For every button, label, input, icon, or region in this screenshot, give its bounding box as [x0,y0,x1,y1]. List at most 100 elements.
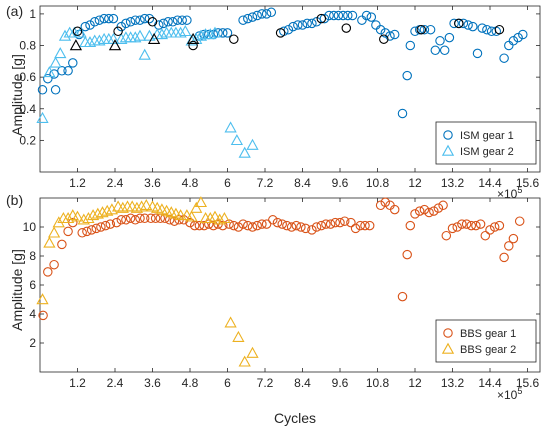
data-point [125,213,136,224]
panel-a-exponent-power: 5 [517,185,522,195]
data-point [518,29,528,40]
data-point [385,31,395,41]
data-point [257,9,267,19]
data-point [302,18,312,29]
panel-a-series-2 [36,24,259,158]
data-point [94,15,105,25]
data-point [38,310,48,321]
data-point [366,12,377,22]
data-point [130,15,141,25]
data-point [230,134,244,146]
legend-marker [441,144,455,156]
x-tick-label: 10.8 [366,376,390,390]
data-point [272,217,283,228]
legend-marker [443,130,453,140]
data-point [402,249,412,260]
data-point [104,13,114,24]
data-point [419,24,430,35]
data-point [424,207,434,218]
data-point [232,330,245,342]
panel-b-exponent-power: 5 [517,386,522,396]
x-tick-label: 13.2 [441,376,465,390]
x-tick-label: 12 [408,176,422,190]
data-point [199,220,209,231]
panel-b-y-axis-label: Amplitude [g] [9,249,25,331]
data-point [208,210,222,222]
data-point [129,31,142,43]
data-point [410,26,420,37]
data-point [321,219,331,229]
data-point [105,219,116,229]
data-point [91,223,102,234]
data-point [93,34,106,46]
data-point [472,48,483,59]
x-tick-label: 15.6 [516,176,540,190]
x-tick-label: 12 [408,376,422,390]
data-point [139,13,150,24]
data-point [504,241,514,251]
data-point [74,26,87,38]
data-point [246,138,259,150]
x-tick-label: 13.2 [441,176,465,190]
x-tick-label: 6 [224,176,231,190]
data-point [144,13,155,24]
data-point [288,21,298,32]
data-point [463,20,473,30]
x-tick-label: 4.8 [182,376,199,390]
x-tick-label: 6 [224,376,231,390]
panel-a: 1.2 2.4 3.6 4.8 6 7.2 8.4 9.6 10.8 12 13.2 14.4 15.6… [19,5,541,190]
data-point [218,211,231,224]
x-tick-label: 1.2 [69,176,86,190]
data-point [330,217,341,228]
data-point [135,15,145,25]
x-tick-label: 3.6 [144,176,161,190]
data-point [96,222,106,232]
data-point [86,225,97,235]
data-point [494,220,505,231]
data-point [115,32,128,44]
data-point [438,200,448,211]
data-point [389,204,400,215]
data-point [238,15,248,25]
data-point [179,24,192,37]
panel-a-y-axis-label: Amplitude [g] [9,54,25,136]
data-point [346,217,356,228]
data-point [138,48,151,60]
panel-b-series-1 [38,197,525,321]
data-point [410,209,420,219]
data-point [350,223,361,234]
data-point [130,201,144,213]
data-point [58,29,72,41]
data-point [54,47,67,59]
data-point [311,222,322,232]
data-point [514,216,525,226]
data-point [108,39,122,51]
data-point [449,18,459,29]
data-point [135,200,148,212]
data-point [433,203,444,213]
data-point [379,34,389,44]
data-point [182,15,192,25]
data-point [82,226,92,237]
data-point [375,24,386,35]
data-point [68,58,78,68]
data-point [174,26,187,38]
data-point [380,28,391,38]
legend-label: ISM gear 1 [460,130,514,142]
data-point [163,17,173,27]
data-point [275,28,286,38]
data-point [291,220,302,231]
data-point [57,239,67,250]
panel-a-exponent-label: ×105 [497,185,522,201]
panel-a-series-4 [69,32,200,51]
data-point [213,213,226,225]
data-point [143,29,156,41]
data-point [172,15,183,25]
data-point [324,10,334,21]
y-tick-label: 4 [29,307,36,321]
x-tick-label: 3.6 [144,376,161,390]
data-point [194,196,208,208]
panel-b: 1.2 2.4 3.6 4.8 6 7.2 8.4 9.6 10.8 12 13.2 14.4 15.6… [23,196,541,390]
data-point [461,219,472,229]
data-point [224,121,237,133]
